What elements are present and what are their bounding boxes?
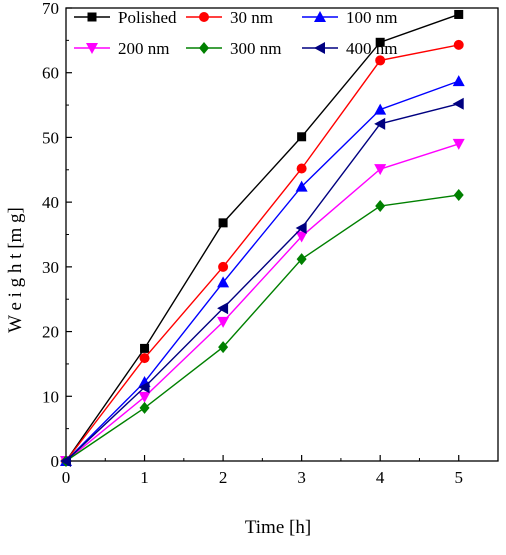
y-tick-label: 30 [42, 258, 59, 277]
series-400-nm [60, 97, 464, 467]
plot-frame [65, 7, 499, 462]
data-point [138, 381, 150, 394]
y-tick-label: 10 [42, 387, 59, 406]
series-line [65, 194, 459, 462]
legend-label: 400 nm [346, 39, 397, 58]
data-point [374, 103, 387, 115]
data-point [375, 55, 386, 66]
data-point [295, 180, 308, 192]
series-line [65, 143, 459, 462]
series-30-nm [61, 39, 464, 466]
data-point [217, 316, 230, 328]
data-point [452, 75, 465, 87]
legend-label: 200 nm [118, 39, 169, 58]
data-point [218, 341, 229, 354]
data-point [375, 200, 386, 213]
y-tick-label: 70 [42, 0, 59, 18]
series-line [65, 44, 459, 462]
y-tick-label: 40 [42, 193, 59, 212]
data-point [139, 353, 150, 364]
y-tick-label: 50 [42, 128, 59, 147]
data-point [374, 164, 387, 176]
legend-marker [314, 42, 325, 54]
series-300-nm [61, 189, 464, 467]
x-axis: 0 1 2 3 4 5 [62, 455, 463, 487]
y-axis: 0 10 20 30 40 50 60 70 [42, 0, 72, 471]
series-line [65, 13, 459, 462]
legend-item: 30 nm [186, 8, 273, 27]
data-point [138, 391, 151, 403]
data-point [217, 276, 230, 288]
legend-marker [314, 11, 326, 22]
data-point [139, 401, 150, 414]
series-line [65, 103, 459, 462]
legend-label: Polished [118, 8, 177, 27]
data-point [453, 39, 464, 50]
data-point [217, 302, 229, 315]
legend-label: 100 nm [346, 8, 397, 27]
legend-item: 300 nm [186, 39, 281, 58]
legend-item: 100 nm [302, 8, 397, 27]
data-point [295, 222, 307, 235]
series-polished [61, 9, 464, 466]
y-tick-label: 0 [51, 452, 60, 471]
y-tick-label: 20 [42, 323, 59, 342]
series-100-nm [60, 75, 465, 466]
x-tick-label: 2 [219, 468, 228, 487]
data-point [375, 37, 385, 47]
data-point [296, 253, 307, 266]
x-axis-title: Time [h] [245, 517, 311, 538]
legend-item: 400 nm [302, 39, 397, 58]
data-point [60, 455, 71, 467]
data-point [140, 343, 150, 353]
data-point [452, 97, 464, 110]
plot-border [65, 7, 499, 462]
x-tick-label: 0 [62, 468, 71, 487]
legend-marker [199, 12, 209, 22]
data-point [453, 189, 464, 202]
data-point [218, 261, 229, 272]
legend-label: 300 nm [230, 39, 281, 58]
legend-marker [86, 43, 98, 54]
x-tick-label: 1 [140, 468, 149, 487]
data-point [297, 132, 307, 142]
data-point [295, 231, 308, 243]
data-point [218, 218, 228, 228]
x-tick-label: 3 [297, 468, 306, 487]
x-tick-label: 4 [376, 468, 385, 487]
x-tick-label: 5 [454, 468, 463, 487]
series-200-nm [60, 138, 465, 467]
legend-item: Polished [74, 8, 177, 27]
data-point [454, 9, 464, 19]
series-line [65, 80, 459, 462]
legend-item: 200 nm [74, 39, 169, 58]
legend: Polished 30 nm 100 nm 200 nm 300 nm 400 nm [74, 8, 397, 58]
legend-marker [199, 42, 209, 54]
legend-marker [87, 12, 97, 22]
series-layer [60, 9, 465, 467]
y-axis-title: W e i g h t [m g] [5, 207, 26, 333]
data-point [374, 117, 386, 130]
data-point [452, 138, 465, 150]
data-point [296, 163, 307, 174]
y-tick-label: 60 [42, 64, 59, 83]
legend-label: 30 nm [230, 8, 273, 27]
